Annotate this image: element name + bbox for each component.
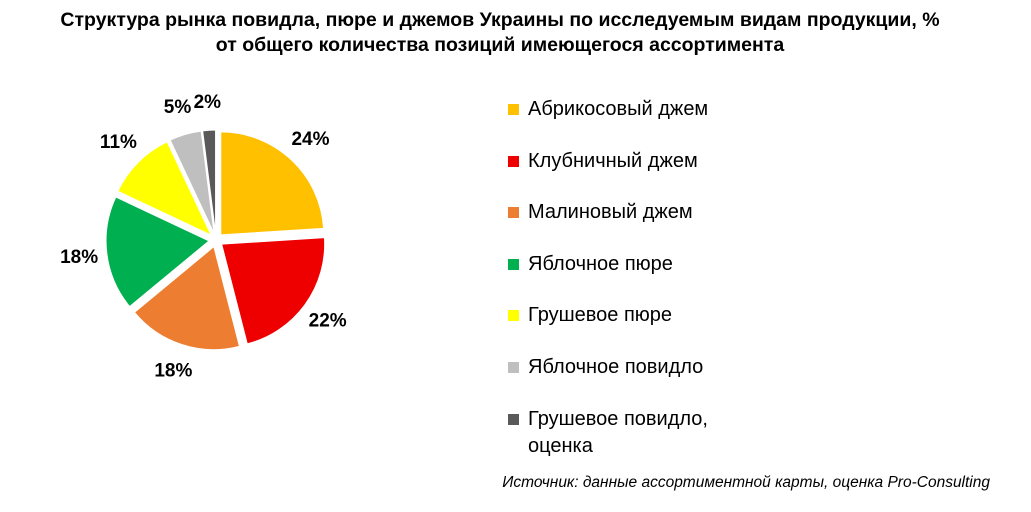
- legend-label-6: Яблочное повидло: [528, 355, 704, 378]
- legend-swatch-5: [508, 310, 519, 322]
- slice-percent-label-1: 24%: [291, 129, 329, 150]
- slice-percent-label-4: 18%: [60, 247, 98, 268]
- slice-percent-label-5: 11%: [100, 132, 137, 153]
- legend-swatch-7: [508, 413, 519, 425]
- legend-swatch-3: [508, 207, 519, 219]
- slice-percent-label-7: 2%: [194, 92, 222, 113]
- pie-slice-5: [117, 141, 213, 237]
- legend-swatch-6: [508, 361, 519, 373]
- pie-slice-3: [133, 245, 241, 351]
- legend-label-1: Абрикосовый джем: [528, 98, 709, 120]
- pie-slice-2: [221, 237, 326, 345]
- slice-percent-label-2: 22%: [309, 311, 347, 332]
- legend-swatch-4: [508, 258, 519, 270]
- legend-label-4: Яблочное пюре: [528, 252, 673, 275]
- pie-slice-4: [105, 196, 210, 308]
- legend-swatch-2: [508, 155, 519, 167]
- legend-swatch-1: [508, 104, 519, 115]
- source-note: Источник: данные ассортиментной карты, о…: [502, 474, 990, 491]
- pie-slice-6: [169, 130, 215, 234]
- legend-label-2: Клубничный джем: [528, 149, 698, 172]
- chart-title-line-1: Структура рынка повидла, пюре и джемов У…: [60, 9, 940, 31]
- pie-chart: 24% 22% 18% 18% 11% 5% 2%: [60, 92, 347, 382]
- slice-percent-label-6: 5%: [164, 97, 192, 118]
- legend-label-5: Грушевое пюре: [528, 304, 673, 327]
- chart-title-line-2: от общего количества позиций имеющегося …: [215, 34, 785, 56]
- pie-slice-1: [220, 131, 325, 236]
- legend-label-7: Грушевое повидло, оценка: [528, 407, 708, 457]
- chart-title: Структура рынка повидла, пюре и джемов У…: [0, 8, 1000, 58]
- slice-percent-label-3: 18%: [154, 361, 192, 382]
- pie-slice-7: [202, 129, 217, 234]
- legend-label-3: Малиновый джем: [528, 201, 693, 224]
